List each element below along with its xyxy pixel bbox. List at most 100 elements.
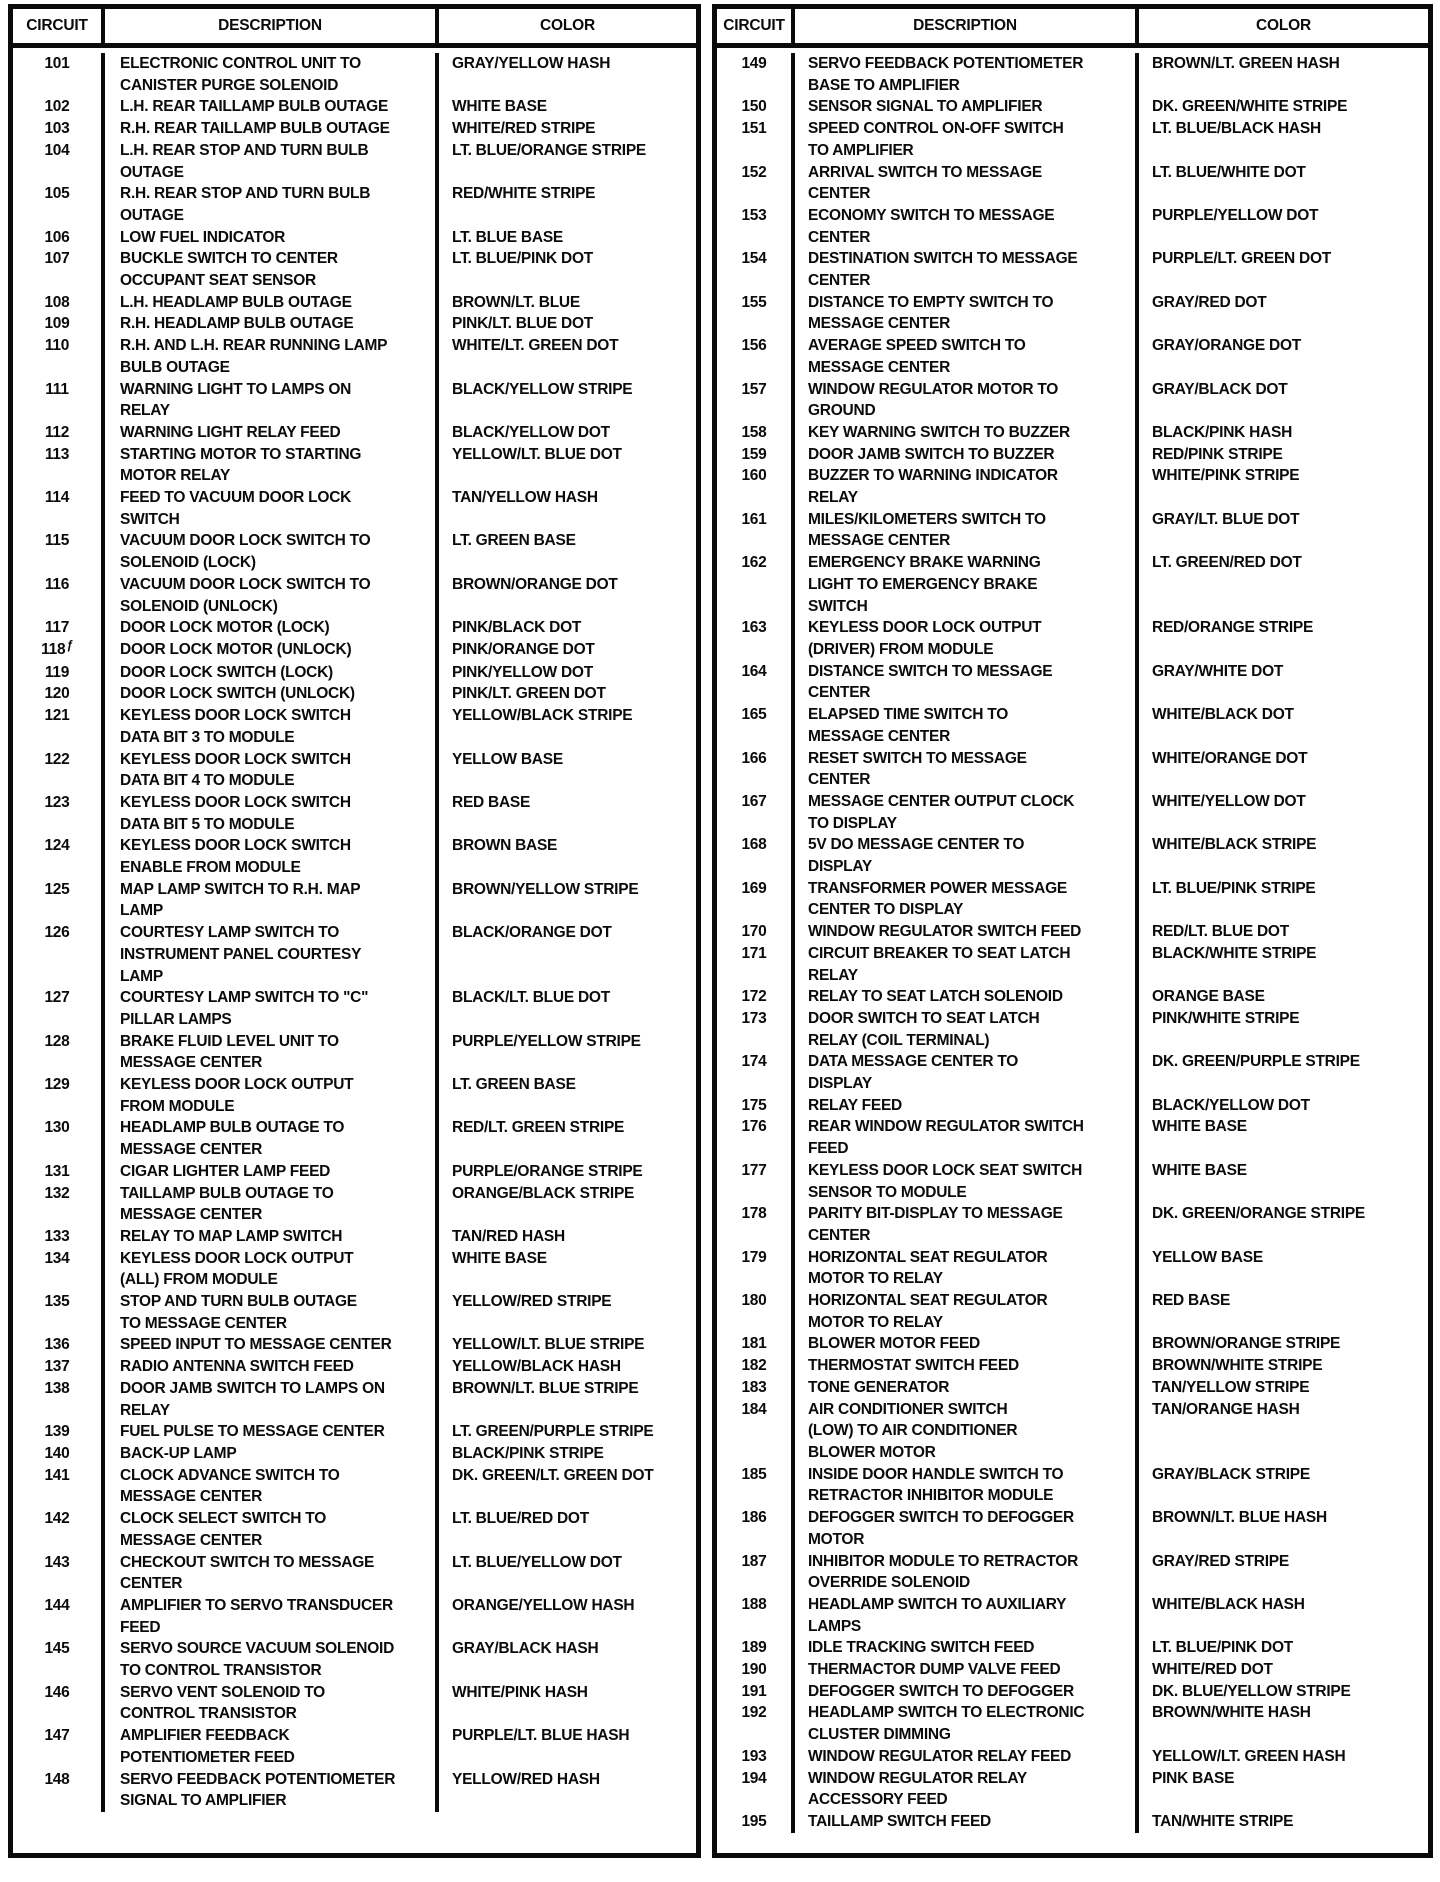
color-text: ORANGE BASE bbox=[1152, 988, 1265, 1006]
circuit-cell: 102 bbox=[13, 96, 105, 119]
column-header-circuit: CIRCUIT bbox=[13, 9, 105, 43]
circuit-number: 187 bbox=[741, 1552, 767, 1570]
color-text: RED/PINK STRIPE bbox=[1152, 445, 1283, 463]
circuit-cell: 139 bbox=[13, 1421, 105, 1443]
color-text: YELLOW/RED HASH bbox=[452, 1770, 600, 1788]
table-row: 148 SERVO FEEDBACK POTENTIOMETER SIGNAL … bbox=[13, 1768, 696, 1812]
table-row: 175 RELAY FEED BLACK/YELLOW DOT bbox=[717, 1094, 1428, 1117]
table-row: 114 FEED TO VACUUM DOOR LOCK SWITCH TAN/… bbox=[13, 487, 696, 531]
description-cell: EMERGENCY BRAKE WARNING LIGHT TO EMERGEN… bbox=[795, 552, 1139, 618]
color-cell: WHITE/ORANGE DOT bbox=[1139, 748, 1428, 791]
circuit-number: 106 bbox=[44, 228, 70, 246]
circuit-number: 136 bbox=[44, 1336, 70, 1354]
description-cell: CLOCK SELECT SWITCH TO MESSAGE CENTER bbox=[105, 1508, 439, 1552]
circuit-number: 160 bbox=[741, 467, 767, 485]
circuit-number: 183 bbox=[741, 1378, 767, 1396]
circuit-table-left: CIRCUIT DESCRIPTION COLOR 101 ELECTRONIC… bbox=[8, 4, 701, 1858]
description-text: AMPLIFIER TO SERVO TRANSDUCER FEED bbox=[120, 1596, 393, 1636]
color-text: LT. GREEN BASE bbox=[452, 1076, 576, 1094]
color-text: PINK/LT. BLUE DOT bbox=[452, 315, 593, 333]
color-cell: WHITE/BLACK HASH bbox=[1139, 1594, 1428, 1637]
table-row: 119 DOOR LOCK SWITCH (LOCK) PINK/YELLOW … bbox=[13, 661, 696, 684]
circuit-number: 188 bbox=[741, 1595, 767, 1613]
table-row: 165 ELAPSED TIME SWITCH TO MESSAGE CENTE… bbox=[717, 704, 1428, 748]
color-text: PURPLE/LT. BLUE HASH bbox=[452, 1727, 630, 1745]
description-cell: HORIZONTAL SEAT REGULATOR MOTOR TO RELAY bbox=[795, 1290, 1139, 1334]
circuit-number: 158 bbox=[741, 423, 767, 441]
description-text: CIRCUIT BREAKER TO SEAT LATCH RELAY bbox=[808, 944, 1071, 984]
description-text: BRAKE FLUID LEVEL UNIT TO MESSAGE CENTER bbox=[120, 1032, 339, 1072]
description-text: KEYLESS DOOR LOCK SWITCH DATA BIT 5 TO M… bbox=[120, 793, 351, 833]
color-text: RED/WHITE STRIPE bbox=[452, 185, 596, 203]
description-cell: HEADLAMP SWITCH TO AUXILIARY LAMPS bbox=[795, 1593, 1139, 1638]
circuit-cell: 124 bbox=[13, 835, 105, 879]
description-cell: WINDOW REGULATOR RELAY ACCESSORY FEED bbox=[795, 1767, 1139, 1811]
table-row: 159 DOOR JAMB SWITCH TO BUZZER RED/PINK … bbox=[717, 443, 1428, 466]
table-row: 133 RELAY TO MAP LAMP SWITCH TAN/RED HAS… bbox=[13, 1225, 696, 1248]
table-row: 116 VACUUM DOOR LOCK SWITCH TO SOLENOID … bbox=[13, 573, 696, 618]
circuit-cell: 141 bbox=[13, 1464, 105, 1509]
circuit-cell: 171 bbox=[717, 942, 795, 987]
description-text: DOOR JAMB SWITCH TO LAMPS ON RELAY bbox=[120, 1379, 385, 1419]
color-text: WHITE/YELLOW DOT bbox=[1152, 792, 1306, 810]
color-cell: BLACK/ORANGE DOT bbox=[439, 922, 696, 987]
table-row: 179 HORIZONTAL SEAT REGULATOR MOTOR TO R… bbox=[717, 1246, 1428, 1291]
color-cell: LT. BLUE/RED DOT bbox=[439, 1508, 696, 1551]
description-cell: DOOR LOCK MOTOR (LOCK) bbox=[105, 617, 439, 639]
circuit-number: 171 bbox=[741, 944, 767, 962]
circuit-cell: 116 bbox=[13, 573, 105, 618]
circuit-number: 105 bbox=[44, 185, 70, 203]
color-cell: ORANGE/BLACK STRIPE bbox=[439, 1183, 696, 1226]
table-row: 139 FUEL PULSE TO MESSAGE CENTER LT. GRE… bbox=[13, 1421, 696, 1443]
circuit-number: 179 bbox=[741, 1248, 767, 1266]
table-row: 145 SERVO SOURCE VACUUM SOLENOID TO CONT… bbox=[13, 1638, 696, 1682]
color-text: PINK/YELLOW DOT bbox=[452, 663, 593, 681]
circuit-cell: 188 bbox=[717, 1593, 795, 1638]
circuit-cell: 108 bbox=[13, 291, 105, 314]
description-cell: RADIO ANTENNA SWITCH FEED bbox=[105, 1356, 439, 1378]
description-text: DOOR LOCK MOTOR (UNLOCK) bbox=[120, 640, 352, 658]
color-text: BLACK/PINK HASH bbox=[1152, 423, 1293, 441]
table-row: 127 COURTESY LAMP SWITCH TO "C" PILLAR L… bbox=[13, 987, 696, 1031]
column-header-color: COLOR bbox=[1256, 17, 1311, 34]
circuit-cell: 126 bbox=[13, 922, 105, 988]
description-cell: DATA MESSAGE CENTER TO DISPLAY bbox=[795, 1051, 1139, 1095]
color-text: DK. GREEN/LT. GREEN DOT bbox=[452, 1466, 654, 1484]
table-row: 168 5V DO MESSAGE CENTER TO DISPLAY WHIT… bbox=[717, 834, 1428, 878]
color-text: RED BASE bbox=[452, 793, 531, 811]
description-text: BLOWER MOTOR FEED bbox=[808, 1335, 980, 1353]
table-row: 158 KEY WARNING SWITCH TO BUZZER BLACK/P… bbox=[717, 421, 1428, 444]
description-cell: CIGAR LIGHTER LAMP FEED bbox=[105, 1160, 439, 1183]
color-cell: DK. GREEN/PURPLE STRIPE bbox=[1139, 1051, 1428, 1094]
circuit-number: 119 bbox=[44, 663, 70, 681]
circuit-cell: 168 bbox=[717, 834, 795, 878]
circuit-number: 166 bbox=[741, 749, 767, 767]
color-cell: BROWN/LT. BLUE STRIPE bbox=[439, 1378, 696, 1421]
description-cell: RESET SWITCH TO MESSAGE CENTER bbox=[795, 747, 1139, 791]
table-row: 111 WARNING LIGHT TO LAMPS ON RELAY BLAC… bbox=[13, 378, 696, 422]
description-text: RELAY TO MAP LAMP SWITCH bbox=[120, 1227, 343, 1245]
color-cell: PURPLE/LT. GREEN DOT bbox=[1139, 248, 1428, 291]
description-cell: SPEED INPUT TO MESSAGE CENTER bbox=[105, 1334, 439, 1357]
circuit-cell: 106 bbox=[13, 226, 105, 249]
description-cell: DESTINATION SWITCH TO MESSAGE CENTER bbox=[795, 248, 1139, 292]
color-cell: BLACK/YELLOW STRIPE bbox=[439, 379, 696, 422]
color-cell: RED BASE bbox=[1139, 1290, 1428, 1333]
description-text: RELAY FEED bbox=[808, 1096, 902, 1114]
circuit-cell: 179 bbox=[717, 1246, 795, 1291]
description-text: HORIZONTAL SEAT REGULATOR MOTOR TO RELAY bbox=[808, 1248, 1048, 1288]
color-cell: BLACK/YELLOW DOT bbox=[439, 422, 696, 444]
table-row: 184 AIR CONDITIONER SWITCH (LOW) TO AIR … bbox=[717, 1398, 1428, 1464]
circuit-cell: 142 bbox=[13, 1508, 105, 1552]
description-cell: COURTESY LAMP SWITCH TO "C" PILLAR LAMPS bbox=[105, 987, 439, 1031]
description-cell: ARRIVAL SWITCH TO MESSAGE CENTER bbox=[795, 161, 1139, 205]
color-text: BROWN/WHITE HASH bbox=[1152, 1704, 1311, 1722]
description-cell: CLOCK ADVANCE SWITCH TO MESSAGE CENTER bbox=[105, 1464, 439, 1509]
description-cell: L.H. REAR TAILLAMP BULB OUTAGE bbox=[105, 96, 439, 119]
description-text: KEYLESS DOOR LOCK SEAT SWITCH SENSOR TO … bbox=[808, 1161, 1083, 1201]
circuit-cell: 161 bbox=[717, 508, 795, 553]
color-cell: WHITE BASE bbox=[439, 1248, 696, 1291]
description-text: HEADLAMP SWITCH TO ELECTRONIC CLUSTER DI… bbox=[808, 1704, 1085, 1744]
color-cell: BROWN/LT. BLUE bbox=[439, 292, 696, 314]
color-cell: YELLOW/BLACK STRIPE bbox=[439, 705, 696, 748]
